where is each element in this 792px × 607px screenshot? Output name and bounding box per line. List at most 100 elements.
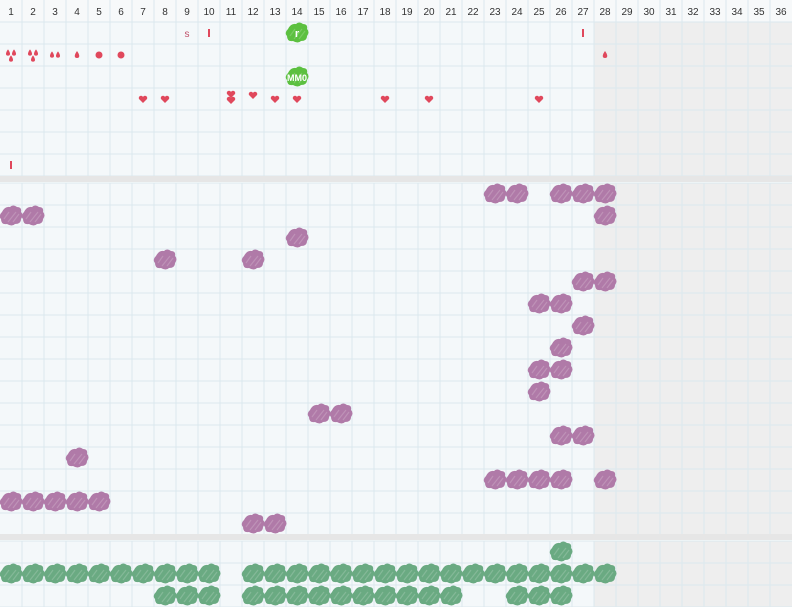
event-blob[interactable] <box>21 563 45 584</box>
event-blob[interactable] <box>549 337 573 358</box>
event-blob[interactable] <box>549 425 573 446</box>
event-blob[interactable] <box>483 183 507 204</box>
event-blob[interactable] <box>549 469 573 490</box>
event-blob[interactable] <box>285 563 309 584</box>
heart-icon[interactable] <box>248 91 258 99</box>
event-blob[interactable] <box>461 563 485 584</box>
event-blob[interactable] <box>571 315 595 336</box>
event-blob[interactable] <box>593 205 617 226</box>
event-blob[interactable] <box>285 227 309 248</box>
event-blob[interactable] <box>593 271 617 292</box>
event-blob[interactable] <box>175 585 199 606</box>
drop-icon[interactable] <box>602 51 608 58</box>
event-blob[interactable] <box>527 381 551 402</box>
event-blob[interactable] <box>43 563 67 584</box>
event-blob[interactable] <box>571 563 595 584</box>
event-blob[interactable] <box>351 563 375 584</box>
event-blob[interactable] <box>395 585 419 606</box>
event-blob[interactable] <box>549 293 573 314</box>
event-blob[interactable] <box>483 563 507 584</box>
event-blob[interactable] <box>131 563 155 584</box>
event-blob[interactable] <box>153 563 177 584</box>
event-blob[interactable] <box>153 585 177 606</box>
event-blob[interactable] <box>329 563 353 584</box>
event-blob[interactable] <box>527 469 551 490</box>
drop-icon[interactable] <box>49 51 55 58</box>
drop-icon[interactable] <box>27 49 33 56</box>
event-blob[interactable] <box>549 359 573 380</box>
event-blob[interactable] <box>395 563 419 584</box>
event-blob[interactable] <box>351 585 375 606</box>
event-blob[interactable] <box>439 563 463 584</box>
drop-icon[interactable] <box>11 49 17 56</box>
event-blob[interactable] <box>285 585 309 606</box>
event-blob[interactable] <box>417 585 441 606</box>
event-blob[interactable] <box>593 469 617 490</box>
drop-icon[interactable] <box>74 51 80 58</box>
event-blob[interactable] <box>241 585 265 606</box>
event-blob[interactable] <box>527 585 551 606</box>
event-blob[interactable] <box>175 563 199 584</box>
event-blob[interactable] <box>483 469 507 490</box>
bar-mark[interactable] <box>582 29 584 37</box>
text-mark[interactable]: s <box>185 29 190 40</box>
event-blob[interactable] <box>21 491 45 512</box>
heart-icon[interactable] <box>424 95 434 103</box>
event-blob[interactable] <box>285 66 309 87</box>
event-blob[interactable] <box>241 249 265 270</box>
event-blob[interactable] <box>43 491 67 512</box>
event-blob[interactable] <box>87 491 111 512</box>
heart-icon[interactable] <box>534 95 544 103</box>
event-blob[interactable] <box>263 513 287 534</box>
event-blob[interactable] <box>197 563 221 584</box>
event-blob[interactable] <box>241 513 265 534</box>
event-blob[interactable] <box>87 563 111 584</box>
event-blob[interactable] <box>21 205 45 226</box>
event-blob[interactable] <box>307 403 331 424</box>
event-blob[interactable] <box>65 447 89 468</box>
event-blob[interactable] <box>329 585 353 606</box>
drop-icon[interactable] <box>8 55 14 62</box>
heart-icon[interactable] <box>380 95 390 103</box>
event-blob[interactable] <box>0 205 23 226</box>
event-blob[interactable] <box>197 585 221 606</box>
event-blob[interactable] <box>505 563 529 584</box>
event-blob[interactable] <box>417 563 441 584</box>
dot-icon[interactable] <box>95 51 103 59</box>
event-blob[interactable] <box>65 563 89 584</box>
event-blob[interactable] <box>593 183 617 204</box>
event-blob[interactable] <box>263 563 287 584</box>
event-blob[interactable] <box>109 563 133 584</box>
event-blob[interactable] <box>571 183 595 204</box>
event-blob[interactable] <box>527 293 551 314</box>
event-blob[interactable] <box>307 585 331 606</box>
heart-icon[interactable] <box>226 90 236 98</box>
heart-icon[interactable] <box>138 95 148 103</box>
event-blob[interactable] <box>505 585 529 606</box>
event-blob[interactable] <box>0 491 23 512</box>
event-blob[interactable] <box>505 469 529 490</box>
event-blob[interactable] <box>527 563 551 584</box>
event-blob[interactable] <box>329 403 353 424</box>
event-blob[interactable] <box>153 249 177 270</box>
event-blob[interactable] <box>571 425 595 446</box>
event-blob[interactable] <box>263 585 287 606</box>
heart-icon[interactable] <box>226 96 236 104</box>
event-blob[interactable] <box>593 563 617 584</box>
drop-icon[interactable] <box>30 55 36 62</box>
event-blob[interactable] <box>241 563 265 584</box>
dot-icon[interactable] <box>117 51 125 59</box>
event-blob[interactable] <box>307 563 331 584</box>
event-blob[interactable] <box>505 183 529 204</box>
bar-mark[interactable] <box>10 161 12 169</box>
heart-icon[interactable] <box>270 95 280 103</box>
event-blob[interactable] <box>285 22 309 43</box>
drop-icon[interactable] <box>33 49 39 56</box>
heart-icon[interactable] <box>160 95 170 103</box>
bar-mark[interactable] <box>208 29 210 37</box>
event-blob[interactable] <box>527 359 551 380</box>
event-blob[interactable] <box>0 563 23 584</box>
event-blob[interactable] <box>439 585 463 606</box>
event-blob[interactable] <box>549 541 573 562</box>
drop-icon[interactable] <box>5 49 11 56</box>
